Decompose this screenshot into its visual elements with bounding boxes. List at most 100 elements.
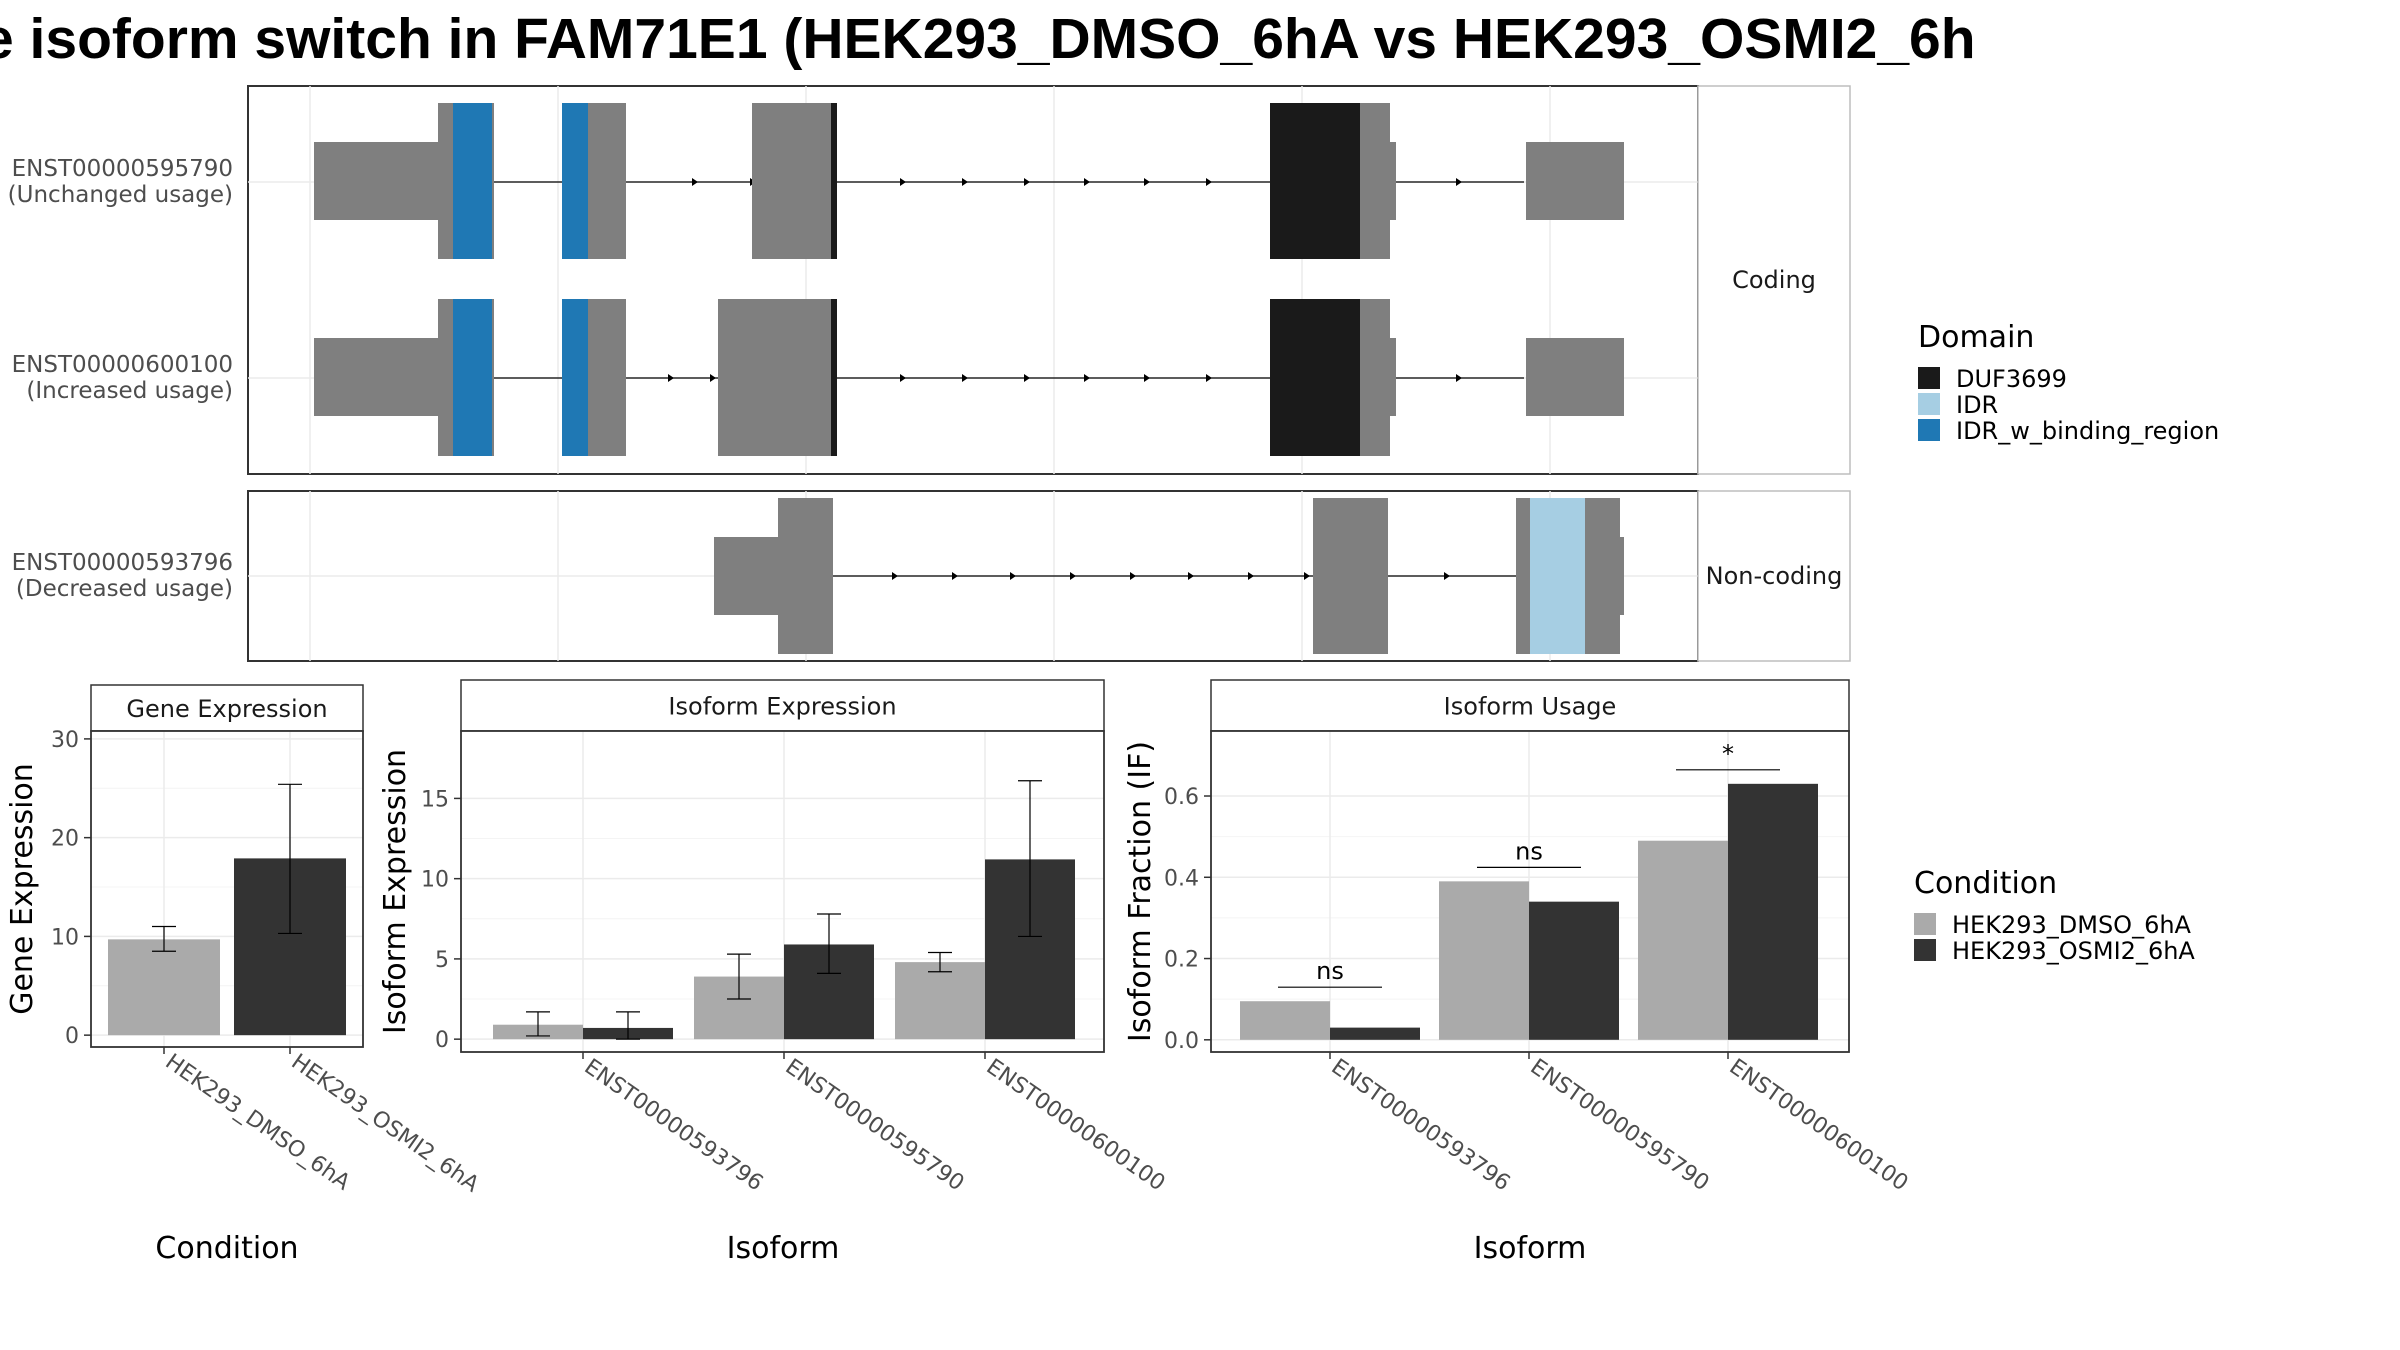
- domain-idr: [1530, 498, 1585, 654]
- x-axis-title: Isoform: [727, 1231, 840, 1266]
- legend-label: HEK293_DMSO_6hA: [1952, 911, 2192, 939]
- y-axis-title: Isoform Expression: [378, 749, 413, 1034]
- utr-exon: [314, 338, 440, 416]
- domain-idr-binding: [562, 299, 588, 456]
- legend-swatch-idr-binding: [1918, 419, 1940, 441]
- domain-duf3699: [1270, 299, 1360, 456]
- significance-label: *: [1722, 740, 1734, 768]
- x-tick-label: ENST00000593796: [1327, 1054, 1515, 1196]
- bar: [1439, 881, 1529, 1040]
- y-tick-label: 10: [51, 925, 79, 950]
- panel-strip: [90, 684, 364, 732]
- utr-exon: [314, 142, 440, 220]
- y-tick-label: 10: [421, 868, 449, 893]
- intron-arrows: [892, 572, 1450, 580]
- figure-title: e isoform switch in FAM71E1 (HEK293_DMSO…: [0, 7, 1976, 71]
- domain-legend: Domain DUF3699 IDR IDR_w_binding_region: [1918, 320, 2219, 445]
- condition-legend: Condition HEK293_DMSO_6hA HEK293_OSMI2_6…: [1914, 866, 2195, 965]
- exon: [752, 103, 837, 259]
- utr-exon: [1388, 338, 1396, 416]
- domain-idr-binding: [562, 103, 588, 259]
- bar: [1330, 1027, 1420, 1040]
- isoform-track-600100: [314, 299, 1624, 456]
- y-tick-label: 0.2: [1164, 948, 1199, 973]
- legend-label: IDR_w_binding_region: [1956, 417, 2219, 445]
- y-tick-label: 5: [435, 948, 449, 973]
- isoform-label-id: ENST00000600100: [12, 352, 233, 378]
- panel-strip-label: Isoform Expression: [668, 693, 896, 721]
- isoform-label-note: (Increased usage): [26, 378, 233, 404]
- condition-legend-title: Condition: [1914, 866, 2057, 901]
- y-tick-label: 0: [65, 1024, 79, 1049]
- legend-swatch-dmso: [1914, 913, 1936, 935]
- x-tick-label: ENST00000600100: [1725, 1054, 1913, 1196]
- legend-swatch-duf3699: [1918, 367, 1940, 389]
- y-tick-label: 0.6: [1164, 785, 1199, 810]
- x-axis-title: Isoform: [1474, 1231, 1587, 1266]
- bar: [1529, 901, 1619, 1040]
- isoform-label-note: (Decreased usage): [16, 576, 233, 602]
- bar: [1240, 1001, 1330, 1040]
- legend-label: IDR: [1956, 391, 1998, 419]
- isoform-track-593796: [714, 498, 1624, 654]
- y-axis-title: Gene Expression: [5, 763, 40, 1015]
- legend-swatch-idr: [1918, 393, 1940, 415]
- coding-panel: Coding: [247, 85, 1851, 475]
- panel-strip-label: Isoform Usage: [1444, 693, 1617, 721]
- exon: [718, 299, 837, 456]
- coding-strip-label: Coding: [1732, 266, 1816, 294]
- significance-label: ns: [1515, 837, 1543, 865]
- isoform-labels: ENST00000595790 (Unchanged usage) ENST00…: [8, 156, 233, 602]
- utr-exon: [1526, 338, 1624, 416]
- isoform-label-id: ENST00000593796: [12, 550, 233, 576]
- coding-strip: [1697, 85, 1851, 475]
- panel-strip: [460, 679, 1105, 732]
- plot-frame: [460, 730, 1105, 1053]
- x-axis-title: Condition: [155, 1231, 298, 1266]
- legend-label: HEK293_OSMI2_6hA: [1952, 937, 2195, 965]
- domain-legend-title: Domain: [1918, 320, 2034, 355]
- x-tick-label: ENST00000595790: [781, 1054, 969, 1196]
- legend-label: DUF3699: [1956, 365, 2067, 393]
- isoform-usage-panel: Isoform Usage ns ns * 0.0 0.2 0.4 0.6 ENST000005…: [1123, 679, 1913, 1266]
- domain-duf3699: [831, 103, 837, 259]
- noncoding-strip: [1697, 490, 1851, 662]
- noncoding-strip-label: Non-coding: [1706, 562, 1843, 590]
- bar: [108, 939, 220, 1036]
- bar: [1638, 840, 1728, 1040]
- exon: [1313, 498, 1388, 654]
- y-tick-label: 15: [421, 787, 449, 812]
- domain-duf3699: [831, 299, 837, 456]
- x-tick-label: ENST00000600100: [982, 1054, 1170, 1196]
- y-tick-label: 30: [51, 728, 79, 753]
- domain-idr-binding: [453, 103, 492, 259]
- intron-arrows: [692, 178, 1462, 186]
- significance-label: ns: [1316, 957, 1344, 985]
- bar: [895, 962, 985, 1040]
- exon: [778, 498, 833, 654]
- y-tick-label: 0.0: [1164, 1029, 1199, 1054]
- utr-exon: [1618, 537, 1624, 615]
- isoform-label-note: (Unchanged usage): [8, 182, 233, 208]
- utr-exon: [714, 537, 780, 615]
- noncoding-panel: Non-coding: [247, 490, 1851, 662]
- bar: [1728, 783, 1818, 1040]
- y-tick-label: 20: [51, 827, 79, 852]
- isoform-label-id: ENST00000595790: [12, 156, 233, 182]
- y-tick-label: 0: [435, 1028, 449, 1053]
- x-tick-label: ENST00000593796: [580, 1054, 768, 1196]
- plot-frame: [1210, 730, 1850, 1053]
- isoform-track-595790: [314, 103, 1624, 259]
- intron-arrows: [668, 374, 1462, 382]
- utr-exon: [1526, 142, 1624, 220]
- y-axis-title: Isoform Fraction (IF): [1123, 741, 1158, 1042]
- utr-exon: [1388, 142, 1396, 220]
- y-tick-label: 0.4: [1164, 866, 1199, 891]
- panel-strip-label: Gene Expression: [126, 695, 327, 723]
- plot-frame: [90, 730, 364, 1048]
- legend-swatch-osmi2: [1914, 939, 1936, 961]
- x-tick-label: ENST00000595790: [1526, 1054, 1714, 1196]
- domain-idr-binding: [453, 299, 492, 456]
